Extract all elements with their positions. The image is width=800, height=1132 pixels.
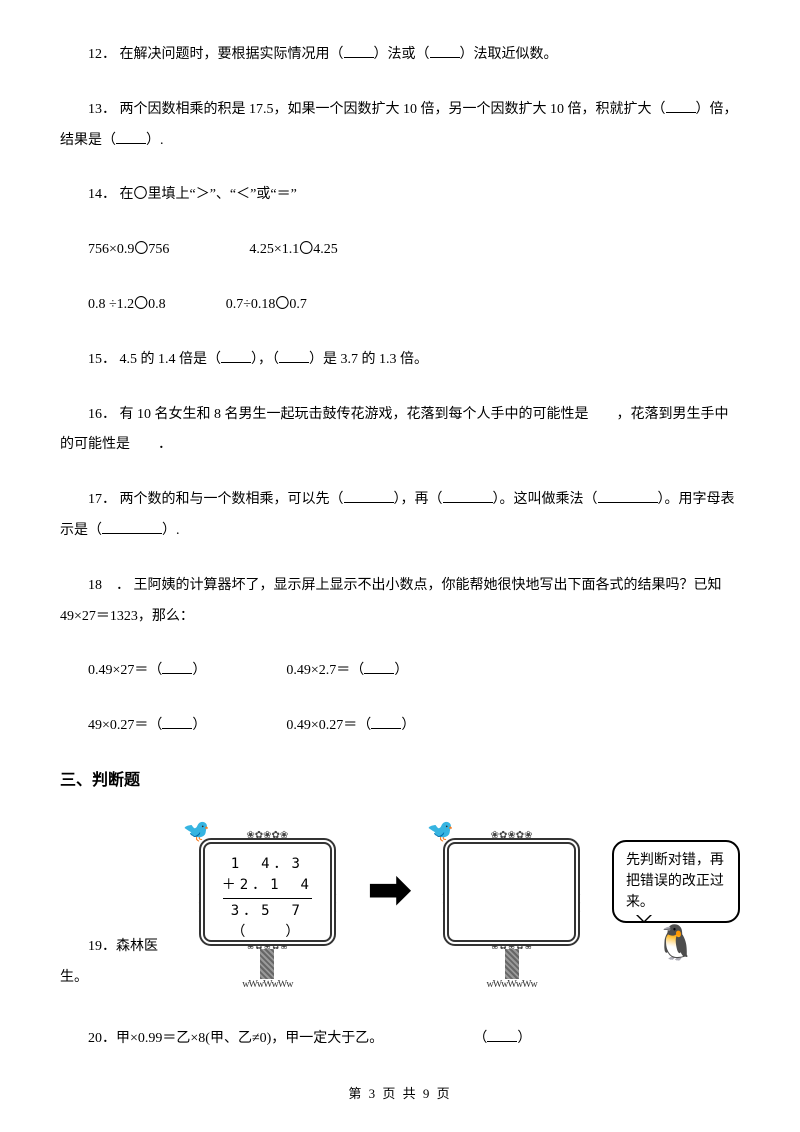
speech-l2: 把错误的改正过来。	[626, 871, 726, 913]
math-l1: 1 4．3	[209, 854, 326, 875]
question-18-row1: 0.49×27＝（ ） 0.49×2.7＝（ ）	[60, 656, 740, 687]
q16-t1: 有 10 名女生和 8 名男生一起玩击鼓传花游戏，花落到每个人手中的可能性是 ，…	[60, 407, 729, 453]
q15-t3: ）是 3.7 的 1.3 倍。	[309, 352, 428, 367]
question-17: 17． 两个数的和与一个数相乘，可以先（），再（）。这叫做乘法（）。用字母表示是…	[60, 485, 740, 547]
figure-panel: 🐦 ❀✿❀✿❀ ❀✿❀✿❀ ❀✿❀ ❀✿❀ 1 4．3 ＋2．1 4 3．5 7…	[185, 820, 740, 990]
q18-r1b-blank	[364, 660, 394, 674]
q20-num: 20．	[88, 1031, 116, 1046]
q18-r1b-l: 0.49×2.7＝（	[286, 663, 364, 678]
q13-num: 13．	[88, 102, 116, 117]
q15-blank1	[221, 349, 251, 363]
speech-bubble: 先判断对错，再 把错误的改正过来。	[612, 840, 740, 923]
q20-paren-r: ）	[517, 1031, 531, 1046]
question-16: 16． 有 10 名女生和 8 名男生一起玩击鼓传花游戏，花落到每个人手中的可能…	[60, 400, 740, 462]
question-15: 15． 4.5 的 1.4 倍是（ ），（ ）是 3.7 的 1.3 倍。	[60, 345, 740, 376]
q18-r2a-r: ）	[192, 718, 206, 733]
q12-blank1	[344, 44, 374, 58]
q18-r2b-blank	[371, 715, 401, 729]
trunk: wWwWwWw	[227, 949, 307, 990]
q17-blank3	[598, 489, 658, 503]
q20-paren-l: （	[473, 1031, 487, 1046]
q18-num: 18 ．	[88, 578, 130, 593]
q15-t2: ），（	[251, 352, 279, 367]
q13-blank2	[116, 130, 146, 144]
q18-r1b-r: ）	[394, 663, 408, 678]
question-13: 13． 两个因数相乘的积是 17.5，如果一个因数扩大 10 倍，另一个因数扩大…	[60, 95, 740, 157]
q14-r2a: 0.8 ÷1.2〇0.8	[88, 297, 166, 312]
q17-t1: 两个数的和与一个数相乘，可以先（	[120, 492, 344, 507]
q16-num: 16．	[88, 407, 116, 422]
q14-r1a: 756×0.9〇756	[88, 242, 169, 257]
left-tree-card: 🐦 ❀✿❀✿❀ ❀✿❀✿❀ ❀✿❀ ❀✿❀ 1 4．3 ＋2．1 4 3．5 7…	[185, 820, 350, 990]
q17-t5: ）.	[162, 523, 180, 538]
q18-r1a-r: ）	[192, 663, 206, 678]
mascot-icon: 🐧	[655, 927, 697, 961]
q18-r2a-l: 49×0.27＝（	[88, 718, 162, 733]
q12-blank2	[430, 44, 460, 58]
question-14-row2: 0.8 ÷1.2〇0.8 0.7÷0.18〇0.7	[60, 290, 740, 321]
right-tree-card: 🐦 ❀✿❀✿❀ ❀✿❀✿❀ ❀✿❀ ❀✿❀ wWwWwWw	[429, 820, 594, 990]
q14-r2b: 0.7÷0.18〇0.7	[226, 297, 307, 312]
q17-t3: ）。这叫做乘法（	[493, 492, 598, 507]
q13-t3: ）.	[146, 133, 164, 148]
q18-stem: 王阿姨的计算器坏了，显示屏上显示不出小数点，你能帮她很快地写出下面各式的结果吗？…	[60, 578, 722, 624]
q14-num: 14．	[88, 187, 116, 202]
q15-blank2	[279, 349, 309, 363]
q17-blank4	[102, 520, 162, 534]
question-12: 12． 在解决问题时，要根据实际情况用（ ）法或（ ）法取近似数。	[60, 40, 740, 71]
q17-blank2	[443, 489, 493, 503]
question-20: 20．甲×0.99＝乙×8(甲、乙≠0)，甲一定大于乙。 （ ）	[60, 1024, 740, 1055]
question-18-row2: 49×0.27＝（ ） 0.49×0.27＝（ ）	[60, 711, 740, 742]
question-18-stem: 18 ． 王阿姨的计算器坏了，显示屏上显示不出小数点，你能帮她很快地写出下面各式…	[60, 571, 740, 633]
q12-t1: 在解决问题时，要根据实际情况用（	[120, 47, 344, 62]
q15-t1: 4.5 的 1.4 倍是（	[120, 352, 222, 367]
q17-num: 17．	[88, 492, 116, 507]
q20-t1: 甲×0.99＝乙×8(甲、乙≠0)，甲一定大于乙。	[116, 1031, 383, 1046]
arrow-icon: ➡	[368, 865, 412, 917]
section-3-heading: 三、判断题	[60, 766, 740, 790]
q12-t3: ）法取近似数。	[460, 47, 558, 62]
speech-l1: 先判断对错，再	[626, 850, 726, 871]
q12-t2: ）法或（	[374, 47, 430, 62]
q19-num: 19．	[88, 939, 116, 954]
math-paren: （ ）	[209, 922, 326, 943]
q14-stem: 在〇里填上“＞”、“＜”或“＝”	[120, 187, 297, 202]
hint-group: 先判断对错，再 把错误的改正过来。 🐧	[612, 840, 740, 961]
q18-r2b-r: ）	[401, 718, 415, 733]
q13-blank1	[666, 99, 696, 113]
question-14-stem: 14． 在〇里填上“＞”、“＜”或“＝”	[60, 180, 740, 211]
trunk: wWwWwWw	[472, 949, 552, 990]
q12-num: 12．	[88, 47, 116, 62]
question-14-row1: 756×0.9〇756 4.25×1.1〇4.25	[60, 235, 740, 266]
q20-blank	[487, 1028, 517, 1042]
q18-r2b-l: 0.49×0.27＝（	[286, 718, 371, 733]
vertical-math: 1 4．3 ＋2．1 4 3．5 7 （ ）	[209, 848, 326, 936]
q17-blank1	[344, 489, 394, 503]
page-footer: 第 3 页 共 9 页	[0, 1083, 800, 1102]
question-19: 19．森林医生。 🐦 ❀✿❀✿❀ ❀✿❀✿❀ ❀✿❀ ❀✿❀ 1 4．3 ＋2．…	[60, 810, 740, 1000]
q18-r2a-blank	[162, 715, 192, 729]
q17-t2: ），再（	[394, 492, 443, 507]
q14-r1b: 4.25×1.1〇4.25	[249, 242, 337, 257]
q18-r1a-blank	[162, 660, 192, 674]
q18-r1a-l: 0.49×27＝（	[88, 663, 162, 678]
math-l2: ＋2．1 4	[209, 875, 326, 896]
q15-num: 15．	[88, 352, 116, 367]
math-rule	[223, 898, 312, 899]
q13-t1: 两个因数相乘的积是 17.5，如果一个因数扩大 10 倍，另一个因数扩大 10 …	[120, 102, 666, 117]
math-l3: 3．5 7	[209, 901, 326, 922]
